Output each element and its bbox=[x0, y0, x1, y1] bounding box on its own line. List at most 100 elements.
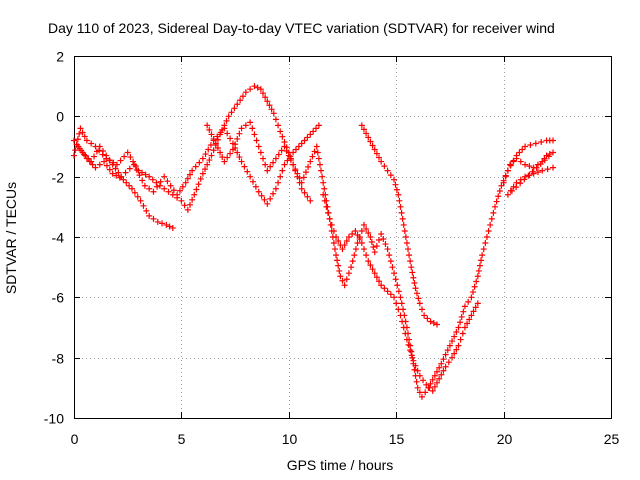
y-tick-label: -8 bbox=[52, 351, 65, 367]
data-point bbox=[488, 215, 495, 222]
data-point bbox=[137, 197, 144, 204]
data-point bbox=[474, 273, 481, 280]
data-point bbox=[170, 187, 177, 194]
data-point bbox=[320, 179, 327, 186]
data-point bbox=[294, 170, 301, 177]
data-point bbox=[343, 276, 350, 283]
data-point bbox=[510, 158, 517, 165]
data-point bbox=[122, 169, 129, 176]
data-point bbox=[179, 183, 186, 190]
data-point bbox=[275, 122, 282, 129]
data-point bbox=[96, 161, 103, 168]
data-point bbox=[391, 176, 398, 183]
data-point bbox=[186, 201, 193, 208]
data-point bbox=[550, 137, 557, 144]
series-track-6 bbox=[358, 122, 441, 328]
data-point bbox=[519, 146, 526, 153]
series-track-7 bbox=[500, 149, 557, 198]
x-tick-label: 0 bbox=[71, 431, 79, 447]
data-point bbox=[214, 145, 221, 152]
data-point bbox=[416, 372, 423, 379]
data-point bbox=[434, 379, 441, 386]
data-point bbox=[304, 193, 311, 200]
data-point bbox=[431, 383, 438, 390]
data-point bbox=[473, 278, 480, 285]
data-point bbox=[449, 354, 456, 361]
data-point bbox=[169, 224, 176, 231]
data-point bbox=[403, 336, 410, 343]
data-point bbox=[333, 234, 340, 240]
data-point bbox=[339, 246, 346, 253]
data-point bbox=[320, 191, 327, 198]
data-point bbox=[82, 152, 89, 159]
data-point bbox=[217, 149, 224, 156]
data-point bbox=[400, 324, 407, 331]
data-point bbox=[363, 252, 370, 259]
data-point bbox=[539, 167, 546, 174]
data-point bbox=[319, 173, 326, 180]
data-point bbox=[272, 116, 279, 123]
data-point bbox=[392, 181, 399, 188]
data-point bbox=[397, 294, 404, 301]
data-point bbox=[313, 125, 320, 132]
data-point bbox=[398, 300, 405, 307]
data-point bbox=[182, 179, 189, 186]
series-track-5 bbox=[320, 191, 481, 394]
data-point bbox=[407, 347, 414, 354]
data-point bbox=[426, 384, 433, 391]
data-point bbox=[150, 188, 157, 195]
data-point bbox=[164, 178, 171, 185]
data-point bbox=[360, 246, 367, 253]
data-point bbox=[544, 166, 551, 173]
y-tick-label: -10 bbox=[44, 411, 64, 427]
data-point bbox=[455, 342, 462, 349]
data-point bbox=[262, 94, 269, 101]
data-point bbox=[266, 102, 273, 109]
data-point bbox=[367, 262, 374, 269]
data-point bbox=[522, 173, 529, 180]
data-point bbox=[490, 209, 497, 216]
data-point bbox=[406, 252, 413, 259]
data-point bbox=[370, 244, 377, 251]
data-point bbox=[277, 173, 284, 180]
data-point bbox=[457, 319, 464, 326]
data-point bbox=[92, 164, 99, 171]
data-point bbox=[311, 148, 318, 155]
data-point bbox=[422, 389, 429, 396]
data-point bbox=[231, 105, 238, 112]
data-point bbox=[83, 155, 90, 162]
data-point bbox=[457, 336, 464, 343]
data-point bbox=[149, 176, 156, 183]
data-point bbox=[206, 126, 213, 133]
data-point bbox=[275, 151, 282, 158]
data-point bbox=[278, 147, 285, 154]
x-tick-label: 20 bbox=[497, 431, 513, 447]
data-point bbox=[197, 175, 204, 182]
data-point bbox=[330, 227, 337, 234]
data-point bbox=[121, 153, 128, 160]
data-point bbox=[181, 202, 188, 209]
data-point bbox=[242, 89, 249, 96]
data-point bbox=[83, 137, 90, 144]
data-point bbox=[196, 159, 203, 166]
data-point bbox=[420, 377, 427, 384]
data-point bbox=[378, 158, 385, 165]
data-point bbox=[321, 197, 328, 204]
data-point bbox=[298, 185, 305, 192]
data-point bbox=[237, 97, 244, 104]
data-point bbox=[398, 209, 405, 216]
data-point bbox=[373, 150, 380, 157]
data-point bbox=[156, 182, 163, 189]
data-point bbox=[81, 151, 88, 158]
data-point bbox=[146, 185, 153, 192]
data-point bbox=[76, 130, 83, 137]
data-point bbox=[281, 143, 288, 150]
data-point bbox=[396, 197, 403, 204]
data-point bbox=[513, 155, 520, 162]
data-point bbox=[307, 197, 314, 204]
data-point bbox=[369, 266, 376, 273]
data-point bbox=[410, 274, 417, 281]
data-point bbox=[250, 178, 256, 185]
data-point bbox=[262, 161, 269, 168]
data-point bbox=[272, 185, 279, 192]
